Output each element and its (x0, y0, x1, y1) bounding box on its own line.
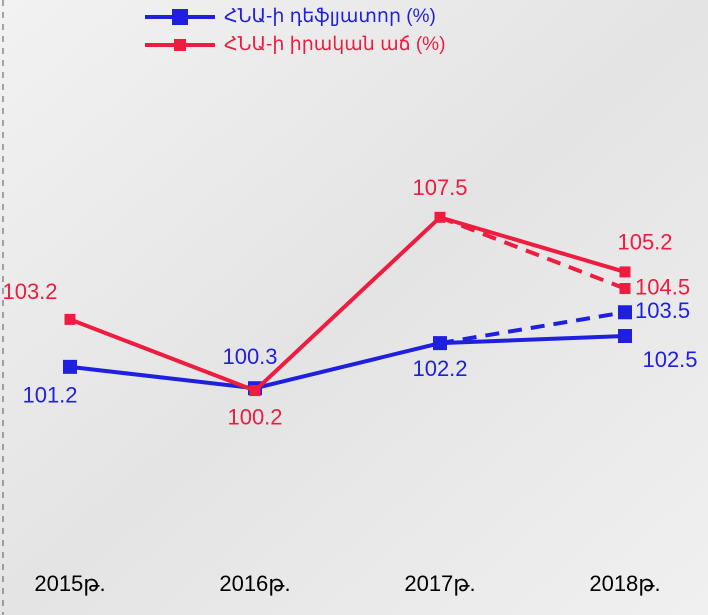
legend-marker (174, 39, 186, 51)
legend-label: ՀՆԱ-ի դեֆլյատոր (%) (224, 6, 436, 27)
projection-line (439, 310, 626, 346)
series-line (69, 215, 626, 393)
marker (64, 313, 76, 325)
projection-line (439, 215, 626, 291)
data-label: 100.2 (227, 404, 282, 429)
marker (249, 385, 261, 397)
marker (619, 266, 631, 278)
x-tick-label: 2018թ. (589, 571, 660, 596)
data-label: 107.5 (412, 175, 467, 200)
x-tick-label: 2017թ. (404, 571, 475, 596)
data-label: 101.2 (22, 383, 77, 408)
x-tick-label: 2015թ. (34, 571, 105, 596)
data-label: 102.5 (642, 347, 697, 372)
data-label: 103.5 (635, 298, 690, 323)
data-label: 103.2 (2, 279, 57, 304)
marker (619, 283, 631, 295)
legend-label: ՀՆԱ-ի իրական աճ (%) (224, 34, 445, 55)
data-label: 100.3 (222, 344, 277, 369)
data-label: 104.5 (635, 274, 690, 299)
marker (434, 211, 446, 223)
marker (433, 336, 447, 351)
legend-marker (172, 9, 188, 25)
marker (618, 329, 632, 343)
series-line (69, 334, 626, 391)
data-label: 102.2 (412, 356, 467, 381)
marker (63, 359, 77, 374)
marker (618, 305, 632, 320)
x-tick-label: 2016թ. (219, 571, 290, 596)
data-label: 105.2 (617, 230, 672, 255)
